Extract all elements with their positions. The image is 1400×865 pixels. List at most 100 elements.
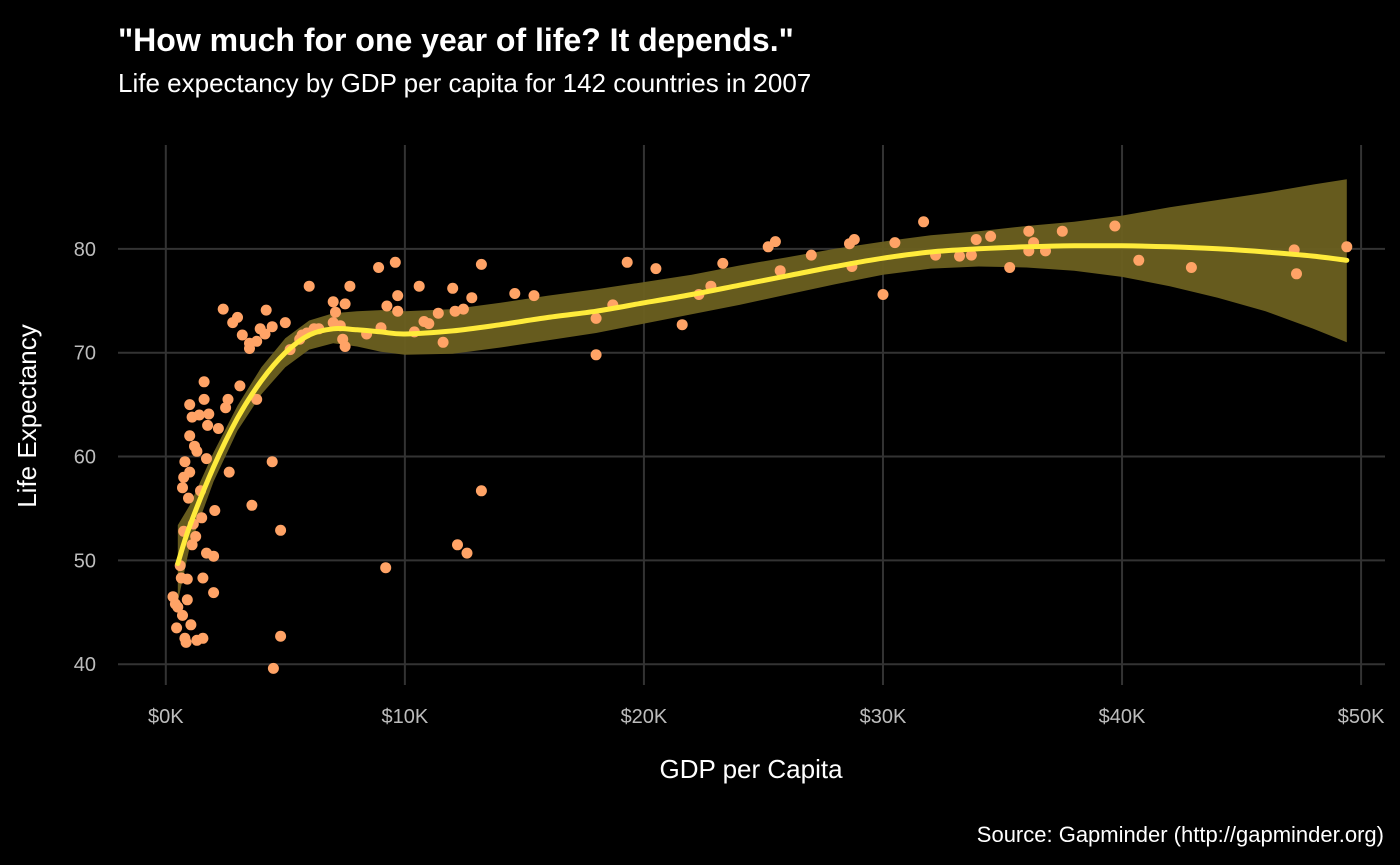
source-caption: Source: Gapminder (http://gapminder.org)	[976, 822, 1384, 847]
data-point	[184, 399, 196, 411]
data-point	[266, 321, 278, 333]
data-point	[1109, 220, 1121, 232]
data-point	[197, 632, 209, 644]
data-point	[848, 234, 860, 245]
data-point	[179, 456, 191, 468]
data-point	[392, 305, 404, 317]
chart-subtitle: Life expectancy by GDP per capita for 14…	[118, 68, 812, 98]
data-point	[432, 307, 444, 319]
data-point	[392, 290, 404, 302]
x-axis-ticks: $0K $10K $20K $30K $40K $50K	[148, 706, 1385, 728]
data-point	[172, 601, 184, 613]
smooth-line-group	[175, 243, 1350, 566]
data-point	[380, 562, 392, 574]
data-point	[186, 539, 198, 551]
data-point	[339, 298, 351, 310]
data-point	[339, 341, 351, 352]
confidence-band-group	[177, 179, 1347, 602]
data-point	[279, 317, 291, 329]
data-point	[389, 256, 401, 268]
data-point	[621, 256, 633, 268]
data-point	[203, 408, 215, 420]
points-group	[167, 216, 1353, 674]
data-point	[190, 531, 202, 542]
data-point	[327, 296, 339, 308]
data-point	[774, 265, 786, 277]
x-axis-title: GDP per Capita	[659, 754, 843, 784]
data-point	[260, 304, 272, 316]
x-tick-label: $20K	[621, 706, 668, 728]
data-point	[1291, 268, 1302, 280]
data-point	[447, 282, 459, 294]
data-point	[181, 573, 193, 585]
data-point	[475, 485, 487, 497]
data-point	[461, 547, 473, 559]
data-point	[191, 445, 203, 457]
data-point	[954, 250, 965, 262]
data-point	[985, 230, 997, 242]
data-point	[222, 393, 234, 405]
data-point	[769, 236, 781, 248]
x-tick-label: $30K	[860, 706, 907, 728]
data-point	[1341, 241, 1353, 253]
confidence-band	[177, 179, 1347, 602]
data-point	[381, 300, 393, 312]
y-tick-label: 70	[74, 343, 96, 365]
data-point	[676, 319, 688, 331]
data-point	[232, 311, 243, 323]
chart-title: "How much for one year of life? It depen…	[118, 22, 794, 58]
data-point	[208, 550, 220, 562]
data-point	[805, 249, 817, 261]
data-point	[1023, 225, 1035, 237]
data-point	[475, 258, 487, 270]
data-point	[590, 312, 602, 324]
data-point	[202, 419, 214, 431]
data-point	[466, 292, 478, 304]
data-point	[185, 619, 197, 631]
data-point	[177, 609, 188, 621]
data-point	[1185, 262, 1197, 273]
data-point	[303, 280, 315, 292]
x-tick-label: $0K	[148, 706, 184, 728]
data-point	[449, 305, 461, 317]
data-point	[275, 524, 287, 536]
data-point	[413, 280, 425, 292]
data-point	[184, 466, 196, 478]
data-point	[423, 318, 435, 330]
data-point	[965, 249, 977, 261]
data-point	[234, 380, 246, 392]
data-point	[246, 499, 258, 511]
data-point	[201, 453, 212, 465]
data-point	[918, 216, 930, 228]
data-point	[217, 303, 229, 315]
y-tick-label: 40	[74, 654, 96, 676]
data-point	[266, 456, 278, 468]
data-point	[970, 234, 982, 245]
data-point	[236, 329, 248, 341]
data-point	[1056, 225, 1068, 237]
data-point	[717, 257, 729, 269]
data-point	[590, 349, 602, 361]
data-point	[373, 262, 385, 273]
data-point	[220, 402, 232, 414]
y-axis-ticks: 40 50 60 70 80	[74, 239, 96, 676]
data-point	[452, 539, 463, 551]
data-point	[197, 572, 209, 584]
data-point	[198, 393, 210, 405]
y-tick-label: 80	[74, 239, 96, 261]
data-point	[509, 288, 521, 299]
data-point	[650, 263, 662, 275]
data-point	[183, 492, 194, 504]
data-point	[1133, 254, 1145, 266]
data-point	[223, 466, 235, 478]
x-tick-label: $40K	[1099, 706, 1146, 728]
data-point	[457, 303, 469, 315]
data-point	[198, 376, 210, 388]
data-point	[171, 622, 183, 634]
data-point	[877, 289, 889, 300]
data-point	[251, 393, 263, 405]
data-point	[528, 290, 540, 302]
data-point	[177, 482, 188, 494]
data-point	[196, 512, 208, 524]
y-tick-label: 60	[74, 447, 96, 469]
